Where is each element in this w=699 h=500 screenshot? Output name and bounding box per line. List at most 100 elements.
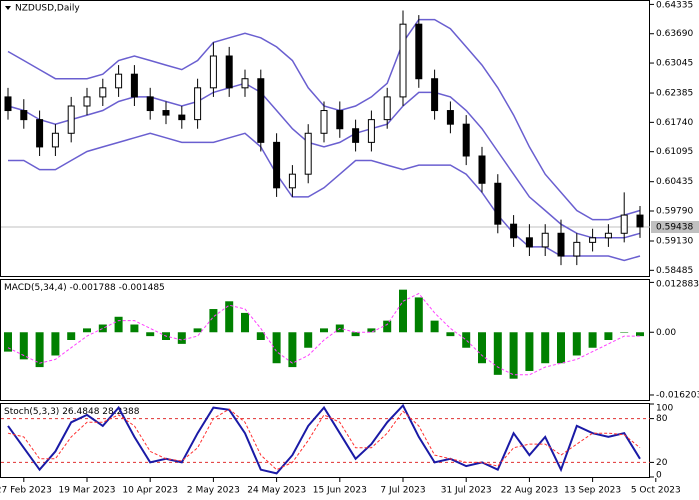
macd-bar [620,332,629,333]
x-tick-label: 10 Apr 2023 [122,486,178,496]
stoch-line [7,403,641,475]
candle-body [241,78,249,89]
candle-body [431,78,439,112]
macd-bar [478,332,486,364]
candle-body [415,23,423,80]
candle-body [99,87,107,98]
y-tick-label: 0.61095 [656,147,693,157]
candle-body [510,223,518,239]
x-tick-label: 24 May 2023 [247,486,306,496]
macd-name: MACD(5,34,4) [4,283,67,293]
macd-header: MACD(5,34,4) -0.001788 -0.001485 [4,283,165,293]
macd-bar [604,332,613,340]
macd-bar [525,332,534,371]
macd-bar [588,332,597,348]
macd-bar [288,332,297,368]
stoch-line [7,408,641,471]
candle-body [115,73,123,89]
y-tick-label: 0.59130 [656,237,693,247]
macd-bar [572,332,581,356]
macd-bar [493,332,502,375]
current-price-label: 0.59438 [656,223,693,233]
stoch-name: Stoch(5,3,3) [4,407,59,417]
macd-bar [351,332,360,337]
x-tick-label: 2 May 2023 [187,486,240,496]
x-tick-label: 13 Sep 2023 [564,486,621,496]
candle-body [604,232,612,239]
candle-body [209,55,217,89]
candle-body [494,182,502,225]
y-tick-label: 0.012883 [656,280,699,290]
macd-bar [67,332,76,340]
macd-bar [430,320,439,333]
macd-bar [114,316,123,333]
y-tick-label: 0.62385 [656,89,693,99]
macd-bar [446,332,455,337]
current-price-box [651,221,699,233]
candle-body [178,114,186,121]
x-tick-label: 5 Oct 2023 [631,486,681,496]
candle-body [4,96,12,112]
y-tick-label: -0.016203 [656,390,699,400]
menu-triangle[interactable] [5,6,11,10]
macd-bar [51,332,60,356]
candle-body [446,110,454,125]
y-tick-label: 0.63045 [656,59,693,69]
candle-body [162,110,170,116]
macd-bar [225,301,234,333]
candle-body [20,110,28,121]
x-tick-label: 15 Jun 2023 [313,486,367,496]
macd-bar [557,332,565,364]
macd-bar [4,332,12,352]
macd-signal-line [7,292,640,376]
y-tick-label: 0.60435 [656,177,693,187]
macd-bar [320,328,328,333]
symbol-title: NZDUSD,Daily [15,4,80,14]
macd-panel [0,279,650,401]
macd-bar [509,332,518,379]
y-tick-label: 0.59790 [656,207,693,217]
macd-bar [304,332,313,348]
macd-bar [272,332,281,364]
macd-bar [256,332,265,340]
candle-body [83,96,91,107]
candle-body [194,87,202,121]
macd-bar [414,297,423,333]
candle-body [273,141,281,189]
macd-bar [636,332,644,337]
y-tick-label: 80 [656,414,668,424]
bollinger-band [8,132,641,262]
candle-body [36,119,44,148]
macd-bar [399,289,407,333]
y-tick-label: 0.61740 [656,118,693,128]
macd-bar [35,332,44,368]
candle-body [257,78,265,143]
macd-bar [177,332,186,344]
macd-bar [19,332,28,360]
candle-body [67,105,75,134]
macd-bar [83,328,91,333]
macd-bar [367,328,376,333]
candle-body [620,214,628,234]
candle-body [589,237,597,243]
candle-body [288,173,296,189]
y-tick-label: 0 [656,471,662,481]
stoch-panel [0,403,650,478]
candle-body [462,123,470,157]
macd-bar [241,312,249,333]
macd-bar [462,332,471,348]
macd-bar [193,328,202,333]
y-tick-label: 0.00 [656,328,676,338]
x-tick-label: 7 Jul 2023 [380,486,425,496]
candle-body [636,214,644,228]
macd-bar [130,324,139,333]
candle-body [146,96,154,112]
macd-bar [383,320,392,333]
candle-body [525,237,533,248]
candle-body [383,96,391,121]
candle-body [336,110,344,130]
x-tick-label: 27 Feb 2023 [0,486,52,496]
y-tick-label: 0.63690 [656,29,693,39]
stoch-main-value: 26.4848 [62,407,99,417]
